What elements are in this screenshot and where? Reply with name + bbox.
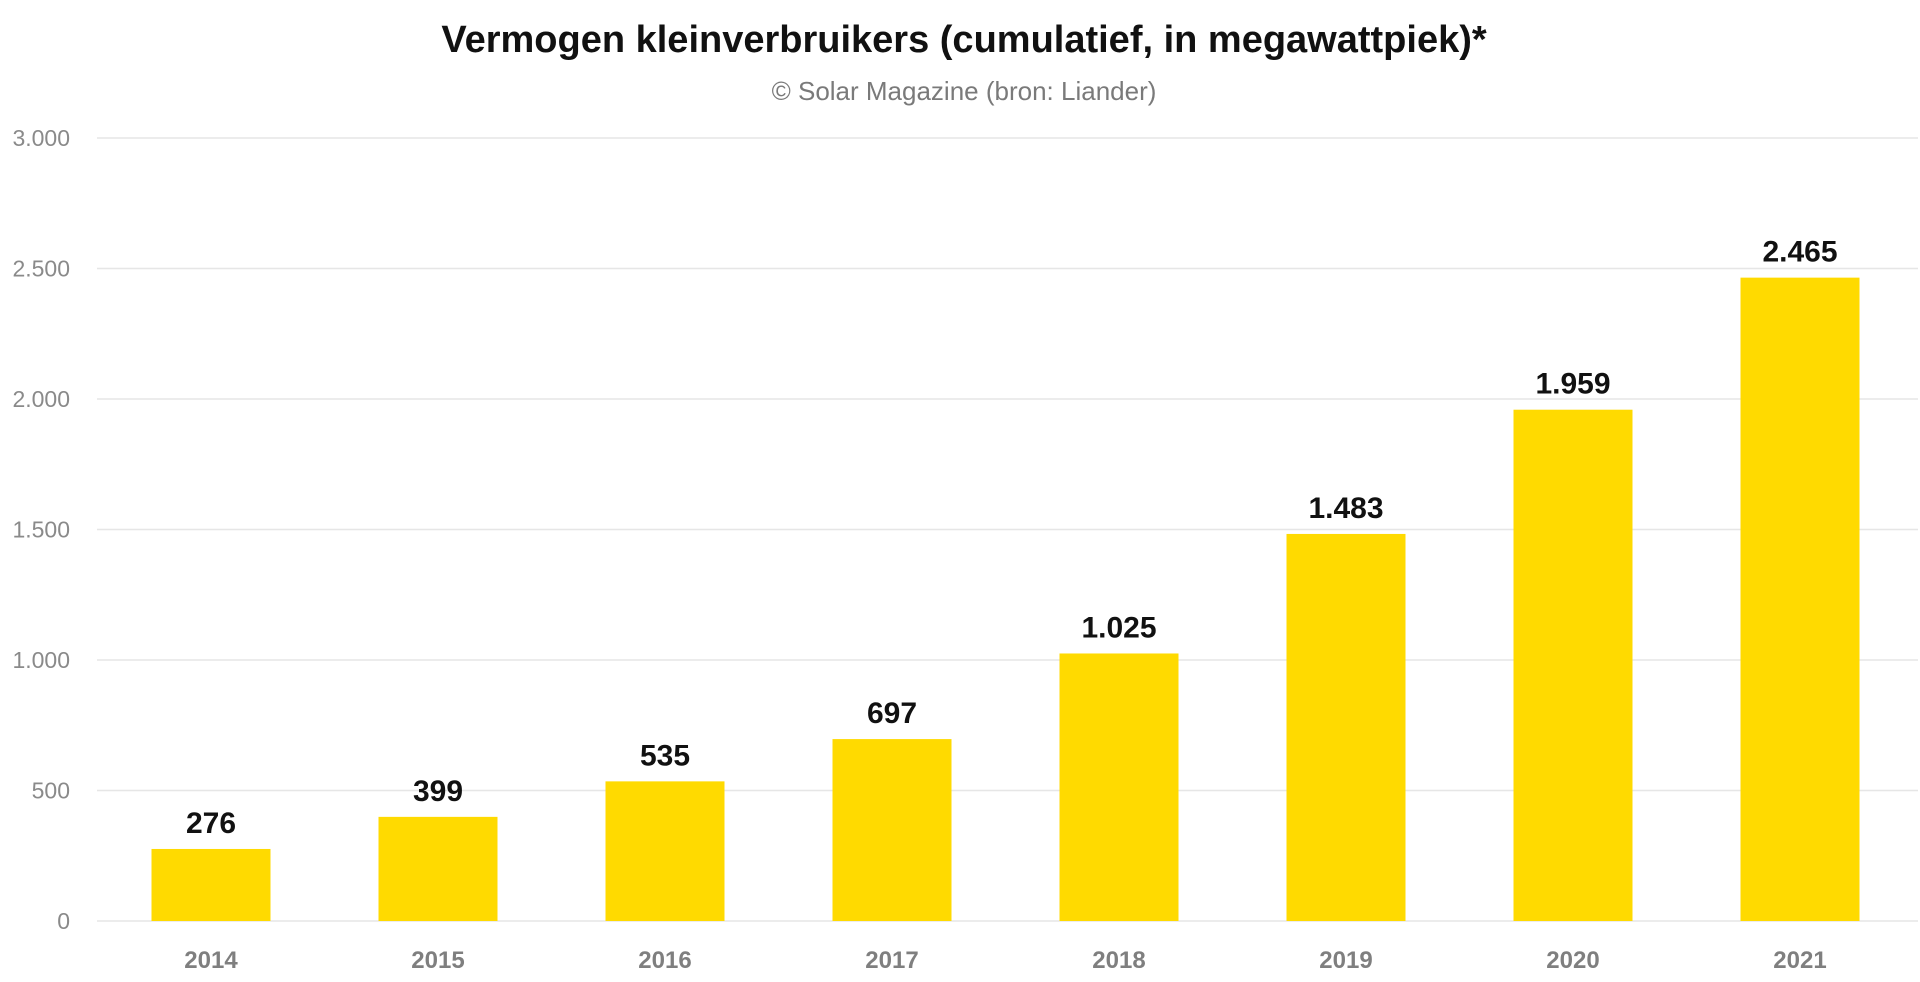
x-axis-ticks: 2014 2015 2016 2017 2018 2019 2020 2021 [184, 947, 1826, 974]
y-tick-label: 500 [32, 778, 70, 804]
bar-2020 [1513, 409, 1633, 921]
chart-title: Vermogen kleinverbruikers (cumulatief, i… [441, 19, 1487, 61]
data-label-2016: 535 [640, 739, 690, 772]
x-tick-label-2017: 2017 [865, 947, 918, 974]
data-label-2020: 1.959 [1535, 368, 1610, 401]
y-tick-label: 2.000 [12, 386, 70, 412]
x-tick-label-2016: 2016 [638, 947, 691, 974]
x-tick-label-2020: 2020 [1546, 947, 1599, 974]
bar-2018 [1059, 653, 1179, 921]
bar-2016 [605, 781, 725, 921]
y-tick-label: 1.000 [12, 647, 70, 673]
y-tick-label: 2.500 [12, 256, 70, 282]
x-tick-label-2014: 2014 [184, 947, 238, 974]
y-tick-label: 1.500 [12, 517, 70, 543]
bar-2014 [151, 848, 271, 921]
data-label-2018: 1.025 [1081, 611, 1156, 644]
x-tick-label-2015: 2015 [411, 947, 464, 974]
y-tick-label: 0 [57, 908, 70, 934]
y-axis-ticks: 0 500 1.000 1.500 2.000 2.500 3.000 [12, 125, 70, 934]
x-tick-label-2019: 2019 [1319, 947, 1372, 974]
data-label-2019: 1.483 [1308, 492, 1383, 525]
data-label-2015: 399 [413, 775, 463, 808]
data-labels: 276 399 535 697 1.025 1.483 1.959 2.465 [186, 236, 1838, 840]
data-label-2021: 2.465 [1762, 236, 1837, 269]
chart-subtitle: © Solar Magazine (bron: Liander) [772, 76, 1157, 106]
bars [151, 277, 1860, 921]
x-tick-label-2021: 2021 [1773, 947, 1826, 974]
bar-2021 [1740, 277, 1860, 921]
grid-lines [97, 137, 1918, 922]
y-tick-label: 3.000 [12, 125, 70, 151]
bar-2019 [1286, 533, 1406, 921]
x-tick-label-2018: 2018 [1092, 947, 1145, 974]
data-label-2014: 276 [186, 807, 236, 840]
bar-2017 [832, 739, 952, 921]
bar-2015 [378, 816, 498, 921]
data-label-2017: 697 [867, 697, 917, 730]
